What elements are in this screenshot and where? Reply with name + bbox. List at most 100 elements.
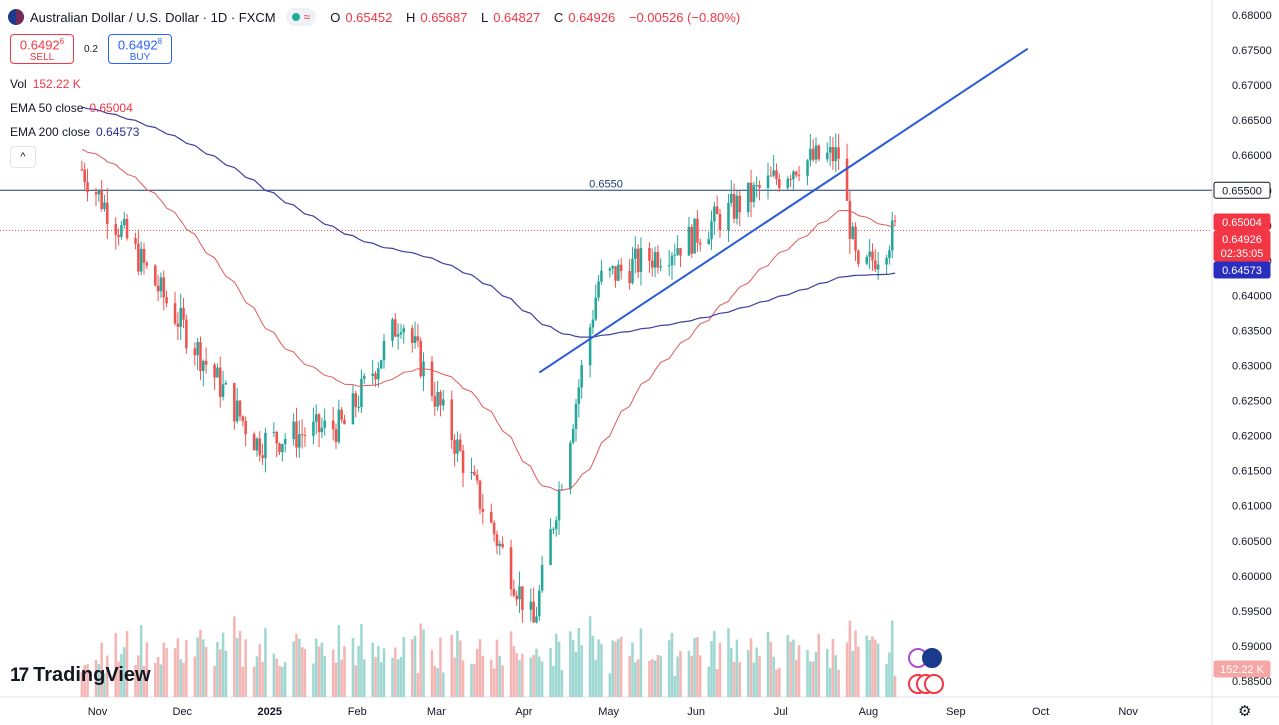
candle-body	[789, 178, 792, 180]
volume-bar	[117, 661, 120, 697]
candle-body	[676, 248, 679, 255]
y-tick-label-2: 0.67000	[1232, 80, 1272, 92]
volume-bar	[594, 659, 598, 697]
candle-body	[769, 175, 773, 177]
volume-bar	[303, 648, 307, 697]
candle-body	[320, 427, 324, 433]
volume-bar	[224, 650, 228, 697]
candle-body	[314, 414, 318, 422]
countdown-label: 02:35:05	[1221, 248, 1264, 260]
hline-label: 0.6550	[589, 178, 623, 190]
ema200-legend[interactable]: EMA 200 close 0.64573	[10, 125, 139, 139]
candle-body	[156, 285, 160, 292]
candle-body	[337, 409, 341, 442]
buy-button[interactable]: 0.64928 BUY	[108, 34, 172, 64]
volume-bar	[834, 655, 838, 697]
volume-bar	[611, 640, 614, 697]
candle-body	[577, 387, 581, 404]
candle-body	[374, 373, 377, 380]
tradingview-logo[interactable]: 17 TradingView	[10, 664, 151, 687]
high-value: 0.65687	[420, 9, 468, 25]
volume-bar	[529, 657, 533, 697]
candle-body	[340, 409, 343, 420]
candle-body	[300, 434, 304, 436]
candle-body	[162, 277, 166, 298]
candle-body	[532, 601, 535, 623]
volume-bar	[475, 648, 479, 697]
y-tick-label-14: 0.61000	[1232, 501, 1272, 513]
volume-bar	[450, 634, 454, 697]
volume-bar	[481, 655, 485, 697]
event-us-flag-icon-3[interactable]	[924, 674, 944, 694]
candle-body	[656, 252, 660, 268]
volume-bar	[196, 637, 199, 697]
volume-bar	[885, 663, 888, 697]
x-tick-label-9: Aug	[859, 706, 879, 718]
candle-body	[185, 319, 188, 349]
sell-button[interactable]: 0.64926 SELL	[10, 34, 74, 64]
candle-body	[648, 248, 651, 261]
volume-bar	[518, 660, 521, 697]
close-label: C	[553, 9, 564, 25]
candle-body	[730, 193, 733, 203]
volume-bar	[139, 625, 143, 697]
volume-bar	[145, 642, 149, 697]
candle-body	[450, 399, 454, 441]
candle-body	[888, 250, 891, 258]
market-status-pill[interactable]: ≈	[285, 8, 317, 26]
volume-bar	[351, 637, 355, 697]
ema50-legend[interactable]: EMA 50 close 0.65004	[10, 101, 133, 115]
candle-body	[794, 171, 798, 176]
volume-bar	[422, 629, 425, 697]
volume-bar	[577, 628, 581, 697]
volume-bar	[394, 647, 397, 697]
volume-bar	[295, 633, 298, 697]
volume-bar	[154, 662, 157, 697]
candle-body	[512, 589, 516, 596]
candle-body	[797, 175, 801, 177]
candle-body	[778, 179, 781, 188]
volume-bar	[142, 665, 146, 697]
candle-body	[295, 421, 298, 448]
price-tag-label-2: 0.64926	[1222, 234, 1262, 246]
volume-bar	[698, 655, 702, 697]
candle-body	[224, 383, 228, 385]
candle-body	[749, 182, 753, 203]
event-au-flag-icon[interactable]	[922, 648, 942, 668]
symbol-title[interactable]: Australian Dollar / U.S. Dollar · 1D · F…	[30, 9, 276, 25]
candle-body	[809, 148, 812, 161]
candle-body	[233, 383, 236, 422]
volume-bar	[213, 665, 216, 697]
volume-bar	[218, 649, 222, 697]
volume-bar	[106, 655, 109, 697]
volume-bar	[278, 665, 281, 697]
candle-body	[554, 520, 558, 529]
candle-body	[693, 218, 696, 254]
candle-body	[193, 348, 197, 356]
collapse-legend-button[interactable]: ^	[10, 146, 36, 168]
volume-bar	[667, 640, 671, 697]
candle-body	[94, 192, 98, 195]
volume-bar	[845, 642, 849, 697]
candle-body	[159, 277, 163, 292]
volume-bar	[521, 653, 524, 697]
price-tag-label-0: 0.65500	[1222, 185, 1262, 197]
candle-body	[492, 522, 496, 535]
volume-bar	[673, 676, 677, 697]
candle-body	[498, 543, 502, 547]
volume-bar	[775, 669, 778, 697]
y-tick-label-4: 0.66000	[1232, 150, 1272, 162]
volume-bar	[258, 644, 262, 697]
volume-bar	[828, 668, 832, 697]
candle-body	[670, 255, 674, 266]
volume-bar	[252, 666, 256, 697]
volume-legend[interactable]: Vol 152.22 K	[10, 77, 81, 91]
y-tick-label-9: 0.63500	[1232, 325, 1272, 337]
candle-body	[481, 508, 485, 512]
candle-body	[876, 264, 880, 270]
volume-bar	[83, 665, 86, 697]
volume-bar	[204, 647, 208, 697]
settings-gear-icon[interactable]: ⚙	[1238, 703, 1252, 720]
volume-bar	[893, 675, 897, 697]
